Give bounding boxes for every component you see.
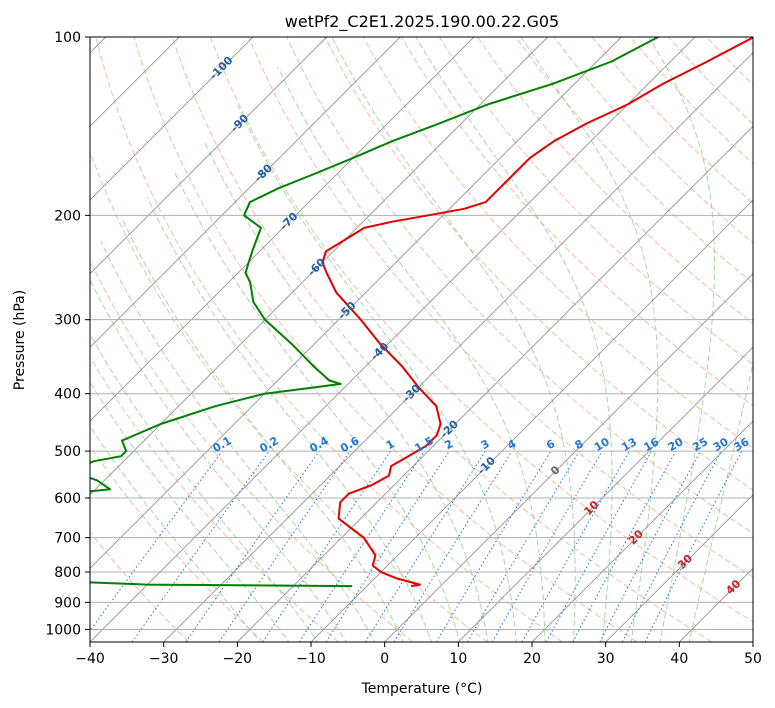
y-tick-label: 500	[54, 444, 81, 460]
moist-adiabat-line	[648, 37, 715, 642]
y-tick-label: 200	[54, 208, 81, 224]
moist-adiabat-line	[173, 170, 461, 642]
x-tick-label: 20	[523, 651, 541, 667]
mixing-ratio-line	[325, 450, 450, 642]
dry-adiabat-line	[133, 37, 638, 642]
moist-adiabat-line	[100, 241, 376, 642]
mixing-ratio-line	[393, 450, 513, 642]
y-tick-label: 600	[54, 491, 81, 507]
dry-adiabat-line	[400, 37, 753, 407]
dry-adiabat-line	[553, 37, 753, 244]
mixing-ratio-line	[572, 450, 677, 642]
moist-adiabat-line	[415, 37, 613, 642]
x-axis-label: Temperature (°C)	[361, 681, 483, 697]
moist-adiabat-line	[90, 278, 347, 642]
dry-adiabat-line	[90, 531, 190, 642]
dry-adiabat-line	[438, 37, 753, 365]
y-axis-label: Pressure (hPa)	[12, 290, 28, 390]
x-tick-label: −10	[296, 651, 326, 667]
plot-frame	[89, 36, 754, 643]
y-tick-label: 700	[54, 531, 81, 547]
mixing-ratio-line	[545, 450, 653, 642]
temperature-curve	[321, 37, 753, 588]
x-tick-label: −30	[149, 651, 179, 667]
isotherm-line	[310, 199, 753, 642]
isotherm-line	[90, 37, 475, 422]
dewpoint-curve	[90, 37, 659, 588]
plot-area	[90, 37, 753, 642]
mixing-ratio-line	[521, 450, 630, 642]
moist-adiabat-line	[122, 220, 404, 642]
dry-adiabat-line	[324, 37, 753, 491]
moist-adiabat-line	[688, 360, 753, 642]
mixing-ratio-line	[90, 450, 223, 632]
dry-adiabat-line	[477, 37, 753, 325]
isotherm-line	[90, 37, 401, 348]
x-tick-label: 10	[449, 651, 467, 667]
y-tick-label: 800	[54, 565, 81, 581]
dry-adiabat-line	[90, 355, 339, 642]
y-tick-label: 900	[54, 595, 81, 611]
isotherm-line	[90, 37, 696, 642]
isotherm-line	[384, 273, 753, 642]
x-tick-label: 30	[597, 651, 615, 667]
mixing-ratio-line	[435, 450, 552, 642]
y-tick-label: 400	[54, 387, 81, 403]
grid-lines	[90, 37, 753, 642]
y-tick-label: 100	[54, 30, 81, 46]
isotherm-line	[605, 494, 753, 642]
profile-curves	[90, 37, 753, 588]
moist-adiabat-line	[90, 381, 290, 642]
mixing-ratio-line	[491, 450, 603, 642]
moist-adiabat-line	[203, 140, 489, 642]
dry-adiabat-line	[515, 37, 753, 284]
isotherm-line	[457, 346, 753, 642]
isotherm-line	[163, 52, 753, 642]
x-tick-label: 50	[744, 651, 762, 667]
isotherm-line	[90, 37, 622, 569]
dry-adiabat-line	[286, 37, 753, 534]
isotherm-line	[752, 641, 753, 642]
x-tick-label: −40	[75, 651, 105, 667]
mixing-ratio-line	[218, 450, 351, 642]
mixing-ratio-line	[131, 450, 270, 642]
moist-adiabat-line	[90, 425, 261, 642]
dry-adiabat-line	[210, 37, 753, 623]
dry-adiabat-line	[248, 37, 753, 578]
moist-adiabat-line	[237, 104, 517, 642]
dry-adiabat-line	[95, 37, 563, 642]
dry-adiabat-line	[591, 37, 753, 204]
dry-adiabat-line	[629, 37, 753, 165]
x-tick-label: 40	[670, 651, 688, 667]
mixing-ratio-line	[467, 450, 580, 642]
isotherm-line	[236, 125, 753, 642]
mixing-ratio-line	[185, 450, 320, 642]
x-tick-label: −20	[223, 651, 253, 667]
chart-title: wetPf2_C2E1.2025.190.00.22.G05	[285, 12, 559, 32]
y-tick-label: 300	[54, 313, 81, 329]
mixing-ratio-line	[364, 450, 486, 642]
isotherm-line	[531, 420, 753, 642]
dry-adiabat-line	[90, 150, 488, 642]
isotherm-line	[90, 37, 549, 496]
dry-adiabat-line	[90, 259, 414, 642]
x-tick-label: 0	[380, 651, 389, 667]
isotherm-line	[90, 37, 254, 201]
isotherm-line	[90, 37, 328, 275]
y-tick-label: 1000	[45, 622, 81, 638]
axis-ticks: −40 −30 −20 −10 0 10 20 30 40 50 100 200 300 400 500 60…	[45, 30, 762, 667]
moist-adiabat-line	[146, 196, 432, 642]
